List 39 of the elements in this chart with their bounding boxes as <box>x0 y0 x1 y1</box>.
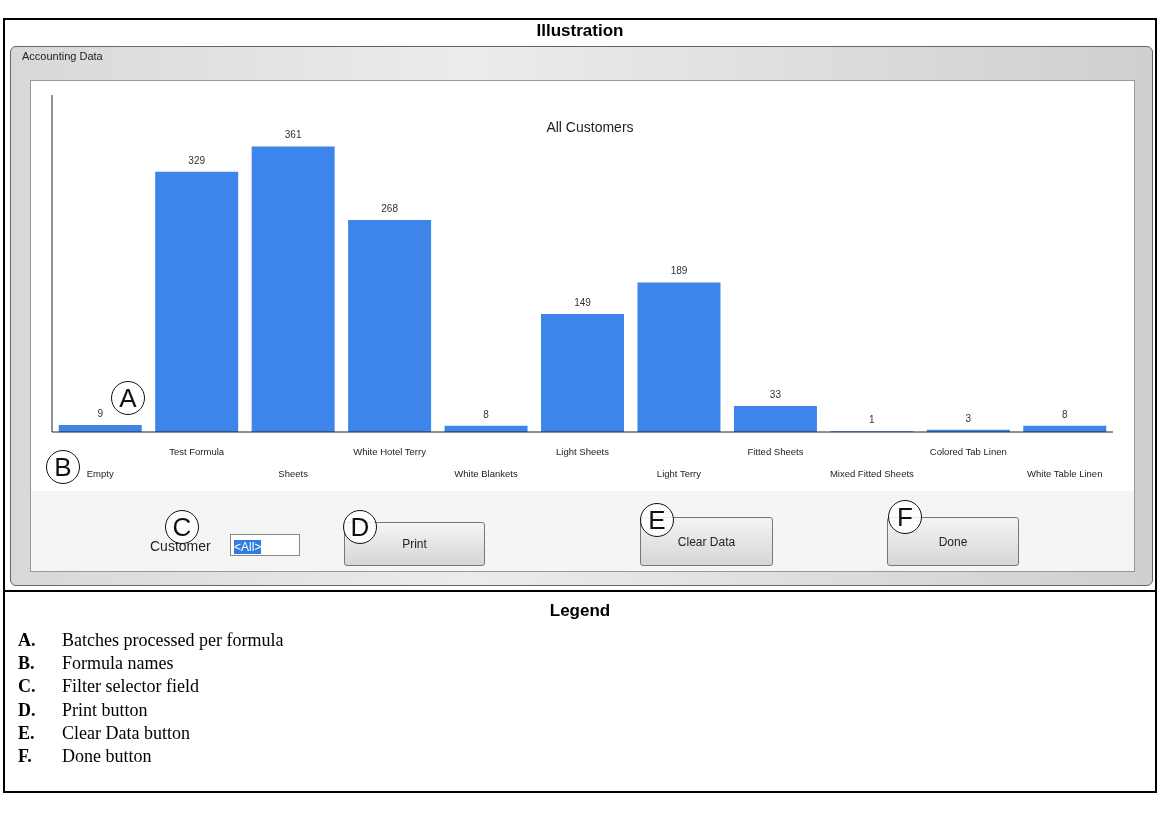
text: Filter selector field <box>62 676 199 698</box>
input-field: <All> <box>230 534 300 556</box>
text: B. <box>18 653 35 675</box>
text: D. <box>18 699 36 721</box>
x-tick-label: White Hotel Terry <box>353 446 427 458</box>
data-label: 189 <box>670 265 688 277</box>
x-tick-label: Sheets <box>278 468 309 480</box>
data-label: 3 <box>965 412 972 424</box>
x-tick-label: Colored Tab Linen <box>929 446 1007 458</box>
data-label: 8 <box>483 408 490 420</box>
text: Formula names <box>62 653 174 675</box>
text: Print button <box>62 699 148 721</box>
x-tick-label: Light Sheets <box>556 446 610 458</box>
data-label: 9 <box>97 407 104 419</box>
chart-title: All Customers <box>545 119 635 135</box>
data-label: 361 <box>284 129 302 141</box>
text: E. <box>18 722 35 744</box>
text: Clear Data button <box>62 722 190 744</box>
data-label: 268 <box>381 202 399 214</box>
x-tick-label: Light Terry <box>656 468 702 480</box>
x-tick-label: Mixed Fitted Sheets <box>829 468 915 480</box>
data-label: 33 <box>769 388 782 400</box>
data-label: 8 <box>1062 408 1069 420</box>
text: A. <box>18 630 36 651</box>
text: Illustration <box>535 21 625 41</box>
x-tick-label: White Blankets <box>454 468 518 480</box>
text: Legend <box>548 601 612 621</box>
x-tick-label: Fitted Sheets <box>747 446 804 458</box>
data-label: 1 <box>869 414 876 426</box>
data-label: 149 <box>574 297 592 309</box>
text: Done button <box>62 746 152 767</box>
text: F. <box>18 746 32 767</box>
text: C. <box>18 676 36 698</box>
text: Batches processed per formula <box>62 630 284 651</box>
x-tick-label: Test Formula <box>169 446 225 458</box>
x-tick-label: Empty <box>86 468 114 480</box>
x-tick-label: White Table Linen <box>1027 468 1103 480</box>
text: Accounting Data <box>22 50 103 62</box>
data-label: 329 <box>188 154 206 166</box>
